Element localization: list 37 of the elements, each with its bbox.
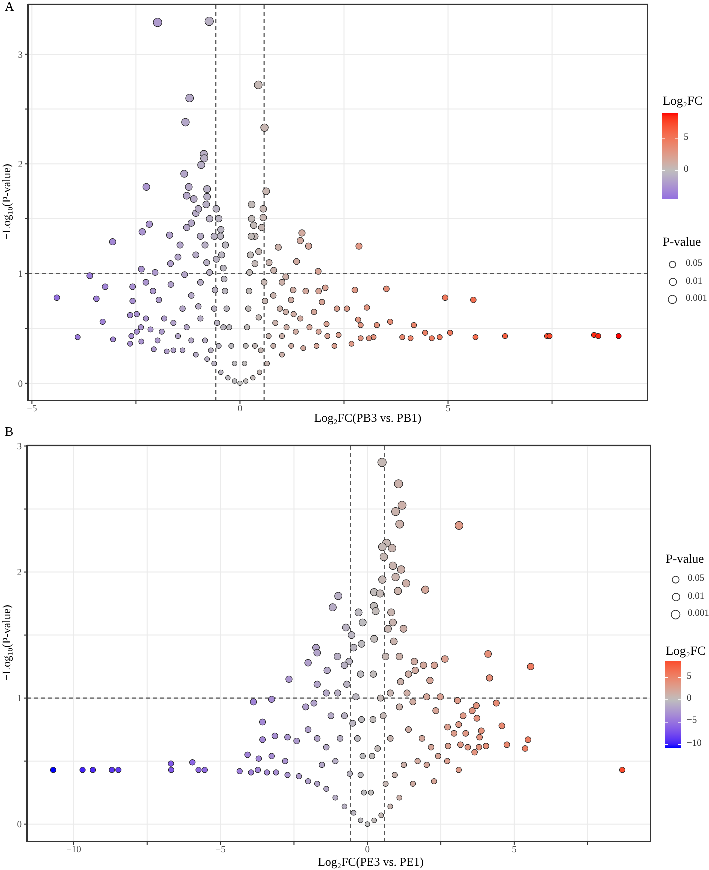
legend-title: P-value — [663, 235, 702, 250]
y-tick-label: 0 — [18, 380, 24, 390]
x-tick-label: 0 — [365, 846, 370, 856]
legend-label: 0.01 — [688, 592, 705, 602]
legend-label: 0.001 — [688, 609, 709, 620]
x-tick-label: −5 — [27, 404, 38, 415]
legend-label: 0.05 — [686, 259, 703, 270]
y-tick-label: 0 — [17, 820, 22, 831]
x-tick-label: −10 — [66, 846, 82, 856]
legend-label: 0.01 — [686, 276, 703, 288]
x-axis-title: Log₂FC(PE3 vs. PE1) — [318, 855, 424, 870]
y-axis-title: −Log₁₀(P-value) — [1, 605, 14, 681]
x-tick-label: 5 — [512, 846, 518, 856]
x-tick-label: −5 — [216, 846, 226, 856]
color-bar-title: Log₂FC — [666, 644, 706, 658]
color-bar-label: −5 — [687, 716, 698, 728]
color-bar-label: 5 — [684, 133, 689, 144]
color-bar-label: 5 — [687, 672, 692, 682]
y-tick-label: 2 — [18, 160, 24, 170]
color-bar-label: −10 — [687, 738, 702, 750]
x-axis-title: Log₂FC(PB3 vs. PB1) — [314, 411, 422, 426]
x-tick-label: 0 — [238, 404, 243, 415]
y-tick-label: 1 — [17, 694, 22, 705]
chart-title: A — [5, 0, 14, 15]
y-tick-label: 1 — [18, 270, 24, 280]
y-tick-label: 2 — [17, 568, 22, 579]
color-bar-label: 0 — [684, 164, 689, 176]
color-bar-title: Log₂FC — [663, 94, 703, 108]
y-tick-label: 3 — [18, 50, 24, 61]
legend-label: 0.05 — [688, 574, 705, 585]
y-tick-label: 3 — [17, 442, 22, 453]
color-bar-label: 0 — [687, 694, 692, 705]
x-tick-label: 5 — [446, 404, 451, 415]
y-axis-title: −Log₁₀(P-value) — [1, 164, 14, 240]
legend-label: 0.001 — [686, 294, 708, 305]
chart-title: B — [5, 424, 14, 440]
legend-title: P-value — [666, 552, 704, 566]
